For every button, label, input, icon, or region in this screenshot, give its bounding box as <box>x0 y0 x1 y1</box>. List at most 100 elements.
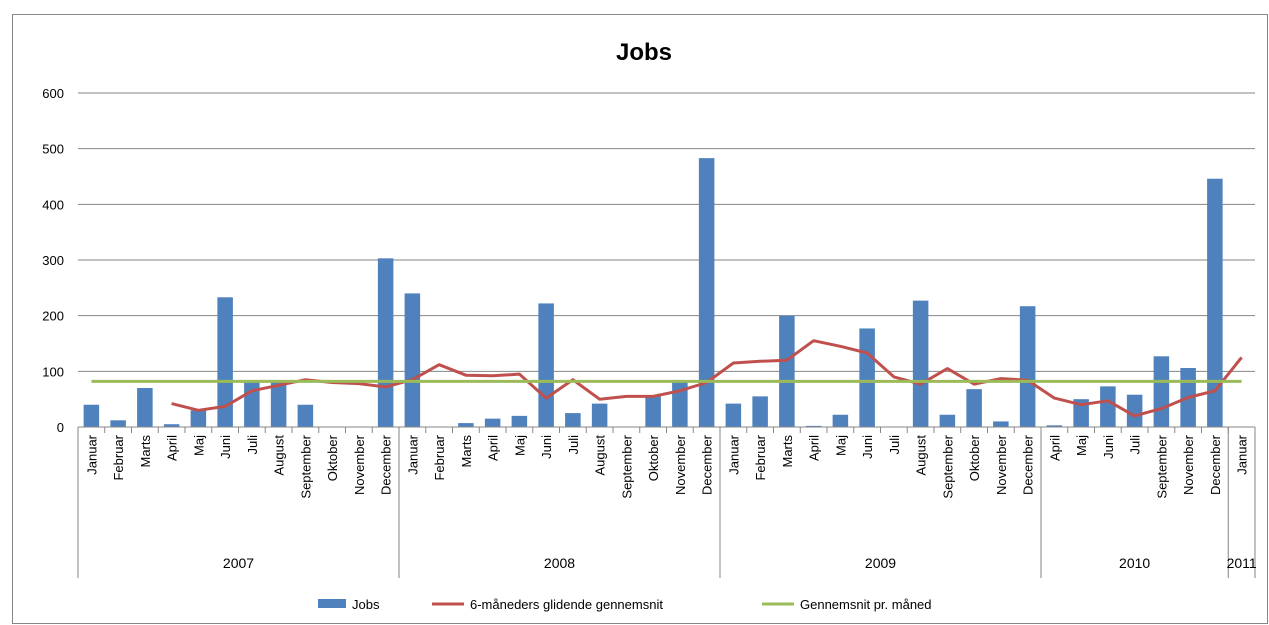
x-tick-label: Januar <box>405 434 420 474</box>
x-tick-label: December <box>1021 434 1036 495</box>
x-tick-label: April <box>165 435 180 461</box>
bar-jobs <box>1100 386 1116 427</box>
bar-jobs <box>912 300 929 427</box>
bar-series-jobs <box>83 158 1223 427</box>
x-tick-label: November <box>673 434 688 495</box>
x-tick-label: Februar <box>111 434 126 480</box>
bar-jobs <box>83 404 100 427</box>
x-tick-label: December <box>379 434 394 495</box>
legend-swatch-jobs <box>318 599 346 608</box>
bar-jobs <box>217 297 233 427</box>
x-tick-label: Februar <box>432 434 447 480</box>
bar-jobs <box>270 382 287 427</box>
x-tick-label: Oktober <box>325 434 340 481</box>
x-tick-label: Maj <box>1074 435 1089 456</box>
x-tick-label: Juli <box>245 435 260 455</box>
x-tick-label: Februar <box>753 434 768 480</box>
x-tick-label: Juni <box>218 435 233 459</box>
bar-jobs <box>725 403 742 427</box>
x-tick-label: Januar <box>726 434 741 474</box>
bar-jobs <box>591 403 608 427</box>
bar-jobs <box>939 414 956 427</box>
bar-jobs <box>1019 306 1036 427</box>
x-tick-label: Maj <box>833 435 848 456</box>
legend: Jobs 6-måneders glidende gennemsnit Genn… <box>318 597 932 612</box>
x-tick-label: Marts <box>138 435 153 468</box>
bar-jobs <box>1207 178 1223 427</box>
bar-jobs <box>538 303 554 427</box>
bar-jobs <box>1126 394 1143 427</box>
legend-label-monthly-average: Gennemsnit pr. måned <box>800 597 932 612</box>
x-tick-label: Juli <box>887 435 902 455</box>
bar-jobs <box>752 396 768 427</box>
x-tick-label: April <box>1047 435 1062 461</box>
bar-jobs <box>1073 399 1089 427</box>
x-tick-label: September <box>619 434 634 498</box>
x-tick-label: Maj <box>512 435 527 456</box>
x-tick-label: Marts <box>459 435 474 468</box>
bar-jobs <box>672 382 688 427</box>
x-tick-label: Januar <box>1235 434 1250 474</box>
x-tick-label: September <box>1154 434 1169 498</box>
legend-label-jobs: Jobs <box>352 597 380 612</box>
year-label: 2010 <box>1119 555 1150 571</box>
year-label: 2008 <box>544 555 575 571</box>
x-tick-label: Maj <box>191 435 206 456</box>
y-tick-label: 100 <box>42 364 64 379</box>
x-tick-label: August <box>272 435 287 476</box>
legend-label-moving-average: 6-måneders glidende gennemsnit <box>470 597 663 612</box>
y-tick-label: 400 <box>42 197 64 212</box>
bar-jobs <box>859 328 875 427</box>
x-tick-label: April <box>807 435 822 461</box>
bar-jobs <box>137 388 153 427</box>
bar-jobs <box>645 396 661 427</box>
bar-jobs <box>297 404 314 427</box>
x-tick-label: Oktober <box>967 434 982 481</box>
line-series <box>91 339 1243 418</box>
x-axis: Januar Februar Marts April Maj Juni Juli August… <box>77 426 1257 578</box>
bar-jobs <box>698 158 715 427</box>
bar-jobs <box>1153 356 1170 427</box>
year-label: 2011 <box>1227 555 1257 571</box>
x-tick-label: Juli <box>566 435 581 455</box>
x-tick-label: Juni <box>860 435 875 459</box>
x-tick-label: Marts <box>780 435 795 468</box>
x-tick-label: November <box>1181 434 1196 495</box>
x-tick-label: November <box>994 434 1009 495</box>
year-label: 2007 <box>223 555 254 571</box>
x-tick-label: August <box>593 435 608 476</box>
bar-jobs <box>805 425 822 427</box>
x-tick-label: November <box>352 434 367 495</box>
x-tick-label: Oktober <box>646 434 661 481</box>
bar-jobs <box>1046 425 1063 427</box>
y-tick-label: 300 <box>42 253 64 268</box>
bar-jobs <box>966 389 982 427</box>
year-label: 2009 <box>865 555 896 571</box>
x-tick-label: Juni <box>1101 435 1116 459</box>
x-tick-label: April <box>486 435 501 461</box>
bar-jobs <box>190 410 207 427</box>
bar-jobs <box>163 424 180 427</box>
x-tick-label: Januar <box>84 434 99 474</box>
bar-jobs <box>832 414 849 427</box>
x-tick-label: December <box>1208 434 1223 495</box>
bar-jobs <box>565 413 581 427</box>
bar-jobs <box>458 423 474 427</box>
bar-jobs <box>404 293 421 427</box>
y-tick-label: 500 <box>42 142 64 157</box>
x-tick-label: Juni <box>539 435 554 459</box>
gridlines <box>78 92 1255 428</box>
bar-jobs <box>377 258 394 427</box>
bar-jobs <box>779 315 795 427</box>
chart-title: Jobs <box>616 39 672 66</box>
y-axis-ticks: 0 100 200 300 400 500 600 <box>42 86 64 435</box>
x-tick-label: Juli <box>1128 435 1143 455</box>
x-tick-label: December <box>700 434 715 495</box>
bar-jobs <box>511 415 528 427</box>
bar-jobs <box>484 418 501 427</box>
x-tick-label: September <box>940 434 955 498</box>
y-tick-label: 0 <box>57 420 64 435</box>
y-tick-label: 200 <box>42 309 64 324</box>
bar-jobs <box>110 420 126 427</box>
